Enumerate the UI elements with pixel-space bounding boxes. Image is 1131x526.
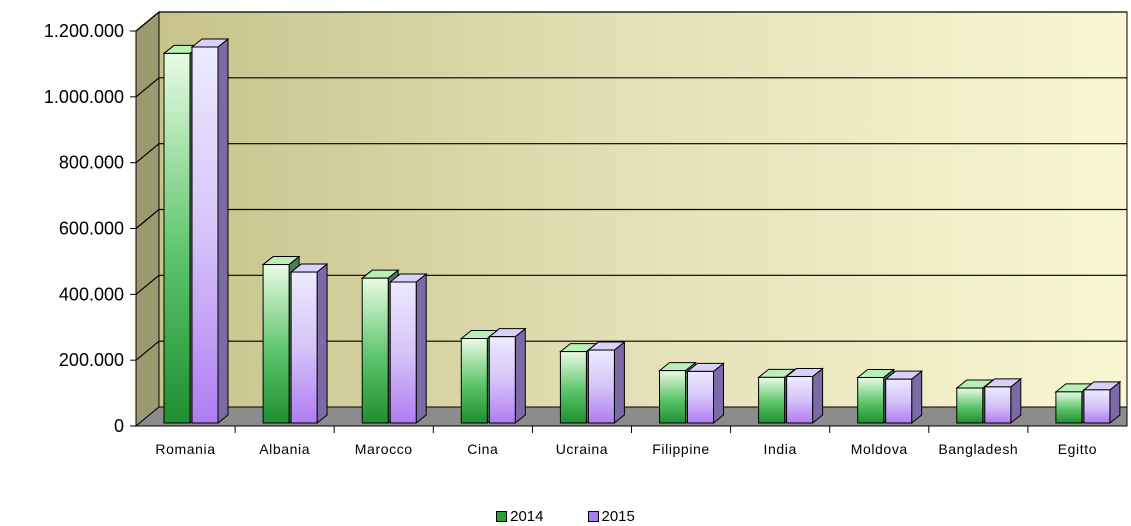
gridline <box>135 11 1127 32</box>
legend-item-2014: 2014 <box>496 508 544 525</box>
bar-2015-romania <box>191 46 219 424</box>
bar-2015-ucraina <box>587 349 615 424</box>
y-tick-label: 800.000 <box>59 153 124 173</box>
bar-2014-india <box>758 376 786 424</box>
gridline <box>135 274 1127 295</box>
x-tick-label: Romania <box>155 441 215 457</box>
x-tick-label: Moldova <box>851 441 908 457</box>
bar-2014-moldova <box>857 376 885 424</box>
gridline <box>135 77 1127 98</box>
x-tick-label: Bangladesh <box>938 441 1018 457</box>
bar-2014-ucraina <box>559 351 587 424</box>
y-tick-label: 600.000 <box>59 219 124 239</box>
bar-2015-moldova <box>885 378 913 424</box>
bar-2014-albania <box>262 264 290 424</box>
gridline <box>135 208 1127 229</box>
bar-2015-cina-side <box>514 327 526 425</box>
bar-2014-egitto <box>1055 391 1083 424</box>
gridline <box>135 143 1127 164</box>
y-tick-label: 1.000.000 <box>44 87 124 107</box>
x-tick-label: Egitto <box>1058 441 1097 457</box>
legend-swatch-2014 <box>496 511 508 522</box>
bar-2015-romania-side <box>217 37 229 425</box>
bar-2014-filippine <box>659 370 686 424</box>
bar-2014-cina <box>460 338 488 424</box>
legend: 2014 2015 <box>0 508 1131 525</box>
legend-label-2015: 2015 <box>601 508 635 525</box>
legend-label-2014: 2014 <box>510 508 544 525</box>
bar-2015-ucraina-side <box>613 341 625 425</box>
legend-item-2015: 2015 <box>587 508 635 525</box>
x-tick-label: India <box>763 441 796 457</box>
x-tick-label: Albania <box>259 441 310 457</box>
bar-2014-bangladesh <box>956 387 984 424</box>
x-tick-label: Ucraina <box>556 441 608 457</box>
y-tick-label: 0 <box>114 416 124 436</box>
bar-2015-india <box>786 375 814 424</box>
bar-2015-filippine-side <box>713 362 724 425</box>
x-tick-label: Marocco <box>355 441 413 457</box>
x-tick-label: Filippine <box>652 441 710 457</box>
y-tick-label: 200.000 <box>59 350 124 370</box>
bar-2015-filippine <box>687 370 714 424</box>
gridline <box>135 340 1127 361</box>
bar-2015-marocco <box>389 281 417 424</box>
y-tick-label: 400.000 <box>59 284 124 304</box>
bar-2015-albania <box>290 271 318 424</box>
bar-2015-cina <box>488 336 516 424</box>
y-tick-label: 1.200.000 <box>44 21 124 41</box>
legend-swatch-2015 <box>587 511 599 522</box>
bar-2014-marocco <box>361 277 389 424</box>
bar-2015-moldova-side <box>911 370 923 425</box>
x-tick-label: Cina <box>467 441 498 457</box>
bar-2014-romania <box>163 52 191 424</box>
bar-2015-bangladesh <box>984 386 1012 424</box>
bar-2015-albania-side <box>316 263 328 425</box>
bar-2015-marocco-side <box>415 272 427 425</box>
bar-2015-india-side <box>812 367 824 425</box>
bar-2015-egitto <box>1083 389 1111 424</box>
